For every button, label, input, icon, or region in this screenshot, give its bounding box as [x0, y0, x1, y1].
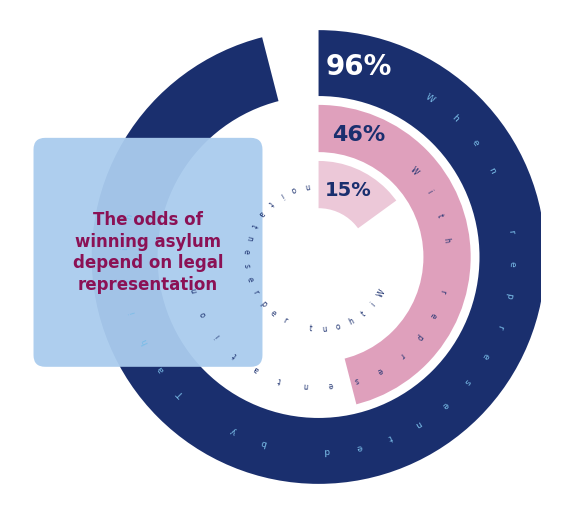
Text: i: i — [128, 309, 137, 315]
Wedge shape — [319, 159, 398, 230]
Text: t: t — [386, 433, 393, 442]
Text: n: n — [189, 287, 200, 294]
Wedge shape — [319, 103, 473, 407]
Text: r: r — [397, 351, 405, 360]
FancyBboxPatch shape — [33, 138, 263, 367]
Text: i: i — [213, 333, 222, 340]
Text: p: p — [258, 299, 268, 308]
Text: W: W — [424, 92, 436, 104]
Text: t: t — [435, 212, 445, 218]
Text: i: i — [369, 301, 378, 308]
Text: e: e — [268, 308, 278, 318]
Text: e: e — [245, 276, 255, 283]
Text: r: r — [495, 323, 505, 330]
Text: p: p — [414, 332, 424, 342]
Text: r: r — [281, 316, 288, 326]
Text: e: e — [242, 249, 251, 254]
Text: n: n — [414, 418, 423, 429]
Text: n: n — [304, 180, 310, 190]
Text: h: h — [124, 213, 134, 221]
Text: h: h — [441, 237, 451, 243]
Text: r: r — [121, 278, 131, 283]
Circle shape — [273, 211, 364, 303]
Text: i: i — [278, 191, 285, 199]
Text: h: h — [449, 114, 460, 124]
Text: s: s — [462, 377, 472, 387]
Text: T: T — [176, 389, 187, 399]
Text: r: r — [506, 229, 515, 234]
Text: e: e — [480, 351, 491, 360]
Text: t: t — [249, 222, 258, 229]
Text: e: e — [470, 138, 481, 148]
Text: 46%: 46% — [332, 125, 385, 145]
Text: n: n — [302, 380, 308, 390]
Text: o: o — [335, 322, 342, 332]
Text: The odds of
winning asylum
depend on legal
representation: The odds of winning asylum depend on leg… — [73, 211, 223, 293]
Wedge shape — [90, 28, 548, 486]
Text: s: s — [242, 263, 251, 268]
Text: n: n — [487, 166, 497, 175]
Text: u: u — [322, 324, 328, 334]
Text: h: h — [139, 338, 150, 346]
Text: y: y — [229, 426, 238, 436]
Text: W: W — [408, 165, 420, 177]
Text: r: r — [251, 288, 260, 296]
Text: r: r — [438, 288, 447, 294]
Text: t: t — [266, 199, 274, 208]
Text: 96%: 96% — [325, 53, 392, 81]
Text: e: e — [439, 399, 450, 410]
Text: e: e — [328, 380, 333, 390]
Text: e: e — [355, 442, 362, 452]
Text: o: o — [290, 184, 298, 194]
Text: b: b — [260, 438, 268, 448]
Text: t: t — [359, 309, 367, 319]
Text: e: e — [508, 261, 517, 267]
Text: a: a — [252, 364, 260, 375]
Text: n: n — [244, 235, 253, 242]
Text: e: e — [376, 365, 384, 375]
Text: i: i — [425, 189, 434, 195]
Text: t: t — [231, 350, 239, 359]
Text: a: a — [155, 365, 166, 375]
Text: d: d — [324, 446, 330, 455]
Text: W: W — [375, 288, 387, 299]
Text: o: o — [198, 310, 209, 318]
Text: t: t — [277, 375, 283, 384]
Text: 15%: 15% — [325, 181, 371, 200]
Text: t: t — [309, 324, 313, 334]
Text: a: a — [256, 209, 266, 218]
Text: s: s — [353, 375, 359, 385]
Text: p: p — [503, 292, 514, 299]
Text: i: i — [120, 247, 129, 250]
Text: e: e — [428, 311, 438, 319]
Text: h: h — [347, 317, 356, 327]
